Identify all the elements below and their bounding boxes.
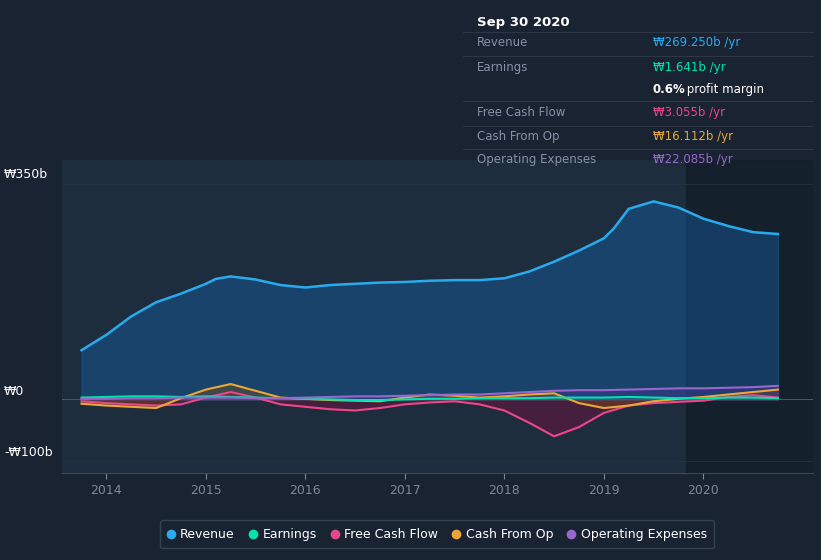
Text: ₩0: ₩0 bbox=[4, 385, 25, 398]
Text: ₩22.085b /yr: ₩22.085b /yr bbox=[653, 153, 732, 166]
Text: ₩3.055b /yr: ₩3.055b /yr bbox=[653, 106, 725, 119]
Text: ₩350b: ₩350b bbox=[4, 169, 48, 181]
Text: ₩16.112b /yr: ₩16.112b /yr bbox=[653, 130, 733, 143]
Text: Sep 30 2020: Sep 30 2020 bbox=[477, 16, 570, 29]
Text: -₩100b: -₩100b bbox=[4, 446, 53, 459]
Text: Free Cash Flow: Free Cash Flow bbox=[477, 106, 566, 119]
Text: Revenue: Revenue bbox=[477, 36, 529, 49]
Text: 0.6%: 0.6% bbox=[653, 83, 686, 96]
Text: profit margin: profit margin bbox=[683, 83, 764, 96]
Text: Cash From Op: Cash From Op bbox=[477, 130, 560, 143]
Legend: Revenue, Earnings, Free Cash Flow, Cash From Op, Operating Expenses: Revenue, Earnings, Free Cash Flow, Cash … bbox=[160, 520, 714, 548]
Bar bbox=[686, 160, 821, 473]
Text: Operating Expenses: Operating Expenses bbox=[477, 153, 596, 166]
Text: ₩269.250b /yr: ₩269.250b /yr bbox=[653, 36, 741, 49]
Text: ₩1.641b /yr: ₩1.641b /yr bbox=[653, 61, 726, 74]
Text: Earnings: Earnings bbox=[477, 61, 529, 74]
